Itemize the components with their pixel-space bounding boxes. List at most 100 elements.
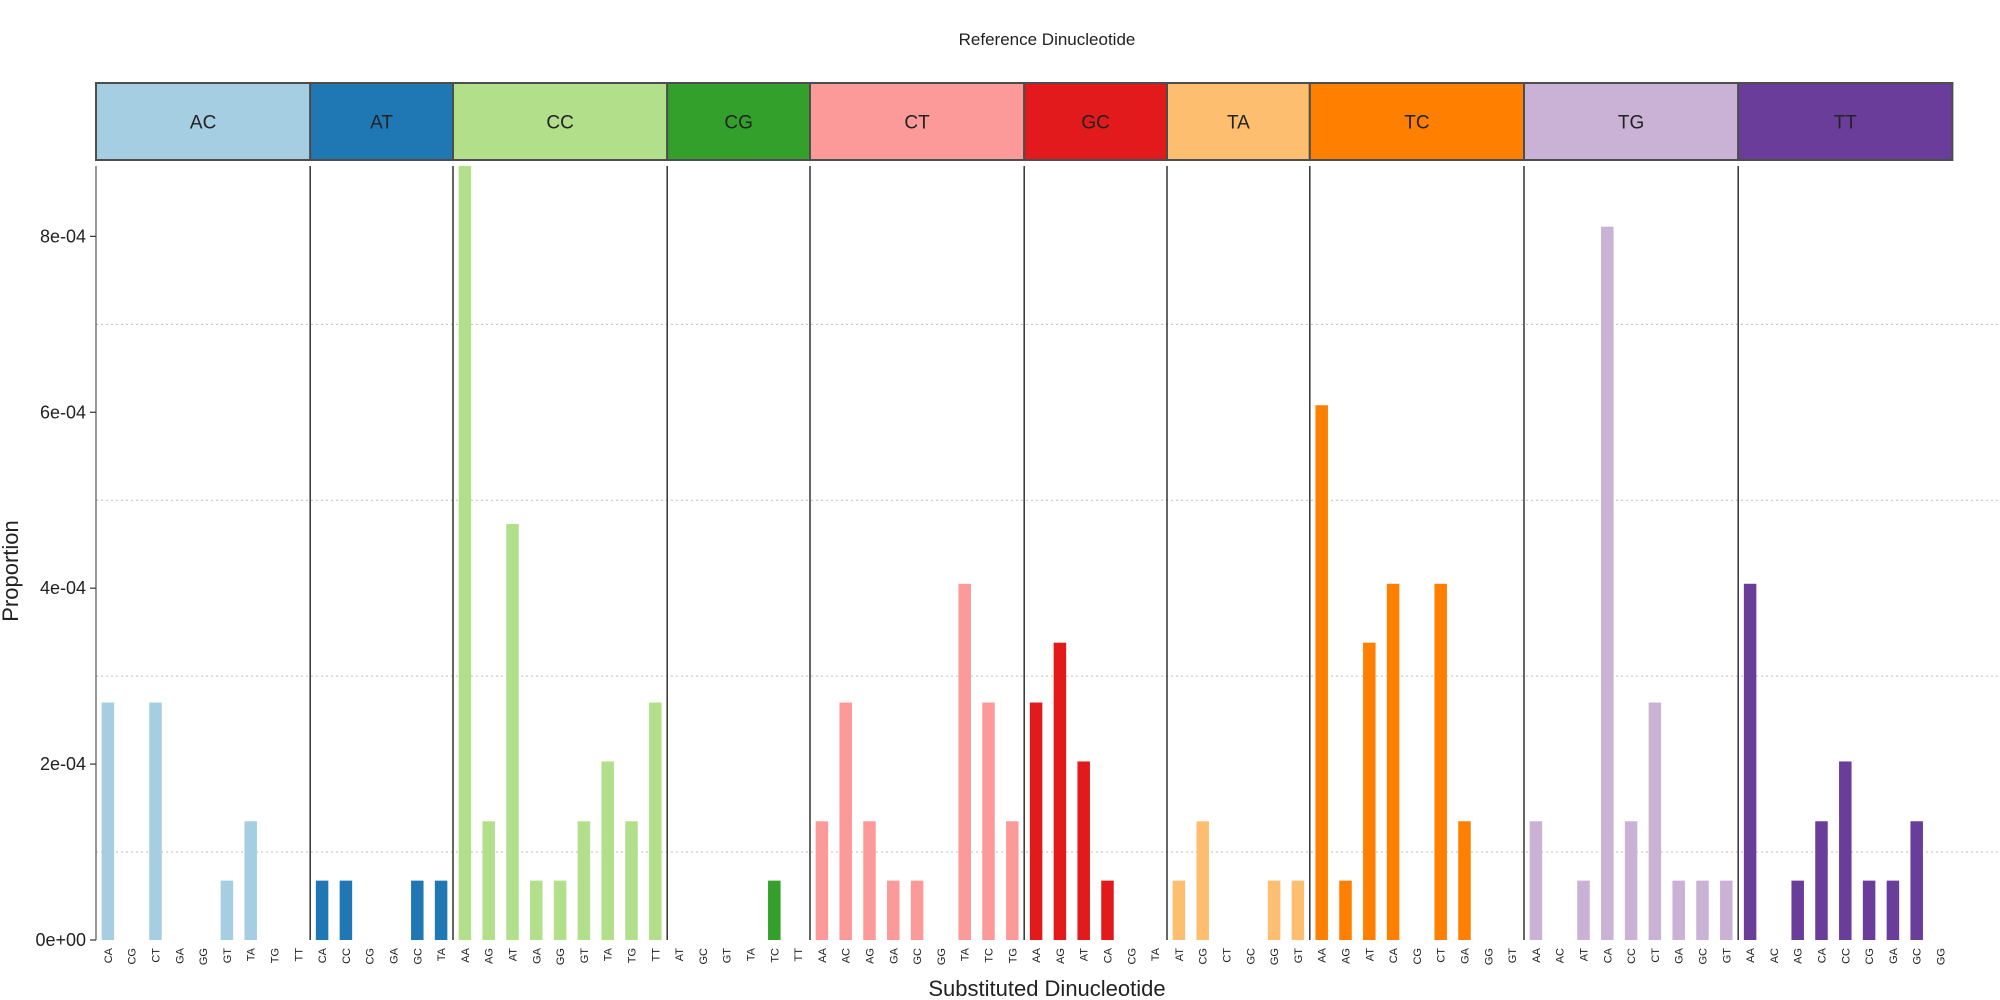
x-tick-label: GG xyxy=(1269,948,1281,965)
bar-cc-ag xyxy=(482,821,495,940)
x-tick-label: CG xyxy=(1198,948,1210,965)
bar-cc-tt xyxy=(649,702,662,940)
bar-at-ca xyxy=(315,880,329,940)
bar-ta-cg xyxy=(1196,821,1209,940)
facet-strip-label: GC xyxy=(1081,113,1110,134)
bar-at-cc xyxy=(339,880,353,940)
facet-strip-tg xyxy=(1523,82,1740,161)
x-tick-label: GT xyxy=(722,948,734,964)
x-tick-label: AC xyxy=(1555,948,1567,963)
x-tick-label: AA xyxy=(460,947,472,962)
facet-strip-label: CT xyxy=(904,113,930,134)
bar-tt-cc xyxy=(1839,761,1852,940)
x-tick-label: TT xyxy=(650,948,662,962)
y-tick-label: 6e-04 xyxy=(40,402,86,422)
facet-strip-tt xyxy=(1737,82,1954,161)
x-tick-label: AT xyxy=(1579,948,1591,962)
x-tick-label: GT xyxy=(1721,948,1733,964)
facet-strip-label: CG xyxy=(724,113,753,134)
x-tick-label: CT xyxy=(1650,948,1662,963)
x-tick-label: GA xyxy=(1888,947,1900,964)
bar-cc-ga xyxy=(530,880,543,940)
x-tick-label: TG xyxy=(270,948,282,963)
y-tick-label: 0e+00 xyxy=(35,930,86,950)
x-tick-label: CA xyxy=(1388,947,1400,963)
y-tick-label: 8e-04 xyxy=(40,226,86,246)
x-tick-label: CG xyxy=(1126,948,1138,965)
facet-strip-label: AT xyxy=(370,113,393,134)
x-tick-label: AG xyxy=(865,948,877,964)
x-tick-label: CT xyxy=(1222,948,1234,963)
bar-ta-at xyxy=(1172,880,1186,940)
x-tick-label: AG xyxy=(1341,948,1353,964)
x-axis-label: Substituted Dinucleotide xyxy=(928,976,1165,1000)
x-tick-label: AG xyxy=(1793,948,1805,964)
facet-strip-gc xyxy=(1023,82,1168,161)
x-tick-label: CT xyxy=(151,948,163,963)
bar-gc-aa xyxy=(1029,702,1043,940)
bar-tc-ag xyxy=(1339,880,1352,940)
x-tick-label: CC xyxy=(1840,948,1852,964)
x-tick-label: AG xyxy=(1055,948,1067,964)
y-tick-label: 2e-04 xyxy=(40,754,86,774)
bar-tg-ct xyxy=(1648,702,1662,940)
facet-strips: AC AT CC CG CT GC TA TC TG TT xyxy=(95,82,1954,161)
x-tick-label: GC xyxy=(412,948,424,965)
bar-cg-tc xyxy=(768,880,781,940)
x-tick-label: CG xyxy=(1864,948,1876,965)
x-tick-label: TT xyxy=(793,948,805,962)
x-tick-label: CG xyxy=(365,948,377,965)
bar-tg-ga xyxy=(1672,880,1685,940)
bar-tt-cg xyxy=(1862,880,1876,940)
bar-tt-aa xyxy=(1743,583,1757,940)
x-tick-label: GT xyxy=(579,948,591,964)
bar-ct-ag xyxy=(863,821,876,940)
bar-cc-tg xyxy=(625,821,638,940)
bar-tt-gc xyxy=(1910,821,1923,940)
x-tick-label: CA xyxy=(1103,947,1115,963)
bar-ta-gt xyxy=(1291,880,1305,940)
y-axis-label: Proportion xyxy=(0,520,23,622)
x-tick-label: GG xyxy=(1936,948,1948,965)
bar-ct-ac xyxy=(839,702,852,940)
bar-at-gc xyxy=(411,880,424,940)
x-tick-label: TT xyxy=(293,948,305,962)
facet-strip-ct xyxy=(809,82,1026,161)
x-tick-label: TA xyxy=(246,947,258,961)
bar-ac-gt xyxy=(220,880,234,940)
facet-strip-label: TA xyxy=(1227,113,1250,134)
x-tick-label: TG xyxy=(1007,948,1019,963)
x-tick-label: AA xyxy=(1745,947,1757,962)
bar-cc-gt xyxy=(577,821,591,940)
x-tick-label: GA xyxy=(1460,947,1472,964)
bar-gc-ag xyxy=(1053,642,1067,940)
bar-tt-ga xyxy=(1886,880,1900,940)
facet-strip-ac xyxy=(95,82,312,161)
bar-tg-cc xyxy=(1624,821,1638,940)
bar-tg-gc xyxy=(1696,880,1709,940)
x-tick-label: CA xyxy=(1602,947,1614,963)
x-tick-label: CA xyxy=(1817,947,1829,963)
x-tick-label: GC xyxy=(1698,948,1710,965)
x-tick-label: AA xyxy=(817,947,829,962)
x-tick-label: CC xyxy=(341,948,353,964)
bar-cc-gg xyxy=(553,880,567,940)
bar-ct-ta xyxy=(958,583,971,940)
x-tick-label: AT xyxy=(674,948,686,962)
x-tick-label: TA xyxy=(746,947,758,961)
x-tick-label: GA xyxy=(531,947,543,964)
x-tick-label: GG xyxy=(936,948,948,965)
bar-tg-at xyxy=(1577,880,1590,940)
x-tick-label: GA xyxy=(174,947,186,964)
bar-ct-tc xyxy=(982,702,995,940)
chart-title: Reference Dinucleotide xyxy=(959,30,1136,49)
x-tick-label: GC xyxy=(698,948,710,965)
x-tick-label: GG xyxy=(555,948,567,965)
x-tick-label: GA xyxy=(1674,947,1686,964)
x-tick-label: AC xyxy=(1769,948,1781,963)
x-tick-label: GG xyxy=(1483,948,1495,965)
x-tick-label: TC xyxy=(769,948,781,963)
x-tick-label: TG xyxy=(627,948,639,963)
x-tick-label: GT xyxy=(1507,948,1519,964)
